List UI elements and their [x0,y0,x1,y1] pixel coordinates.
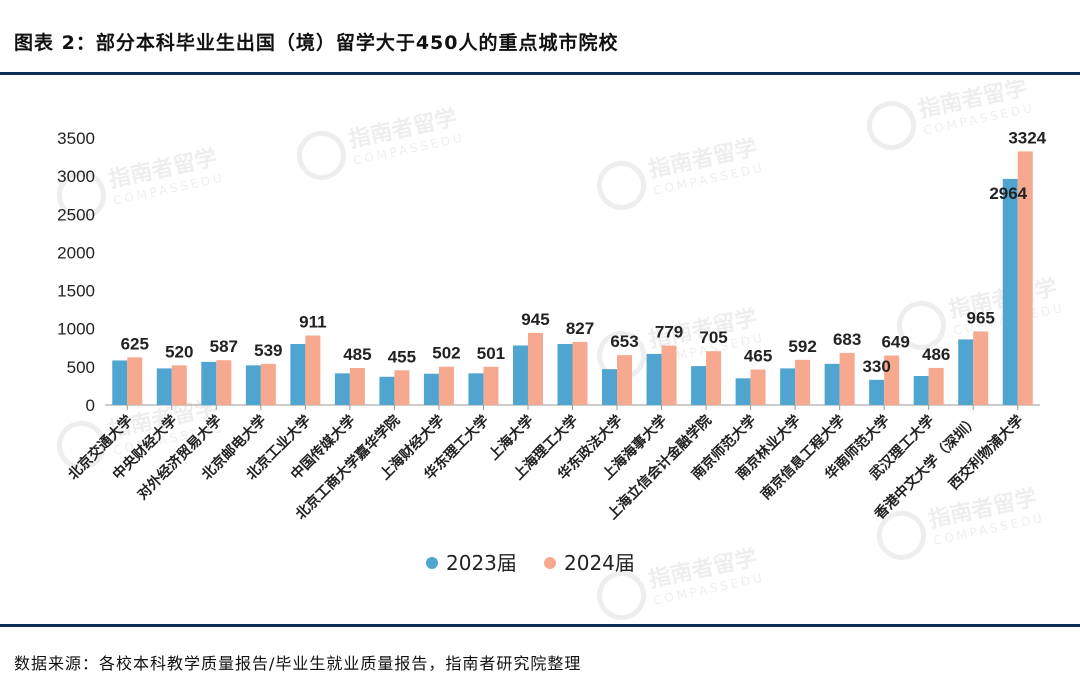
bar-2023 [334,373,350,405]
y-tick-label: 500 [67,358,95,377]
bar-2024 [527,332,543,405]
bar-2024 [617,355,633,405]
data-label: 485 [343,345,371,364]
data-label: 625 [121,334,149,353]
data-label: 592 [788,337,816,356]
x-category-label: 西交利物浦大学 [945,412,1026,493]
bar-2024 [706,351,722,405]
data-label: 779 [655,323,683,342]
source-note: 数据来源：各校本科教学质量报告/毕业生就业质量报告，指南者研究院整理 [14,654,582,673]
legend-marker [544,557,556,569]
bar-2024 [973,331,989,405]
y-tick-label: 0 [86,396,95,415]
bar-2023 [1002,178,1018,405]
bar-2023 [913,376,929,405]
y-tick-label: 2500 [57,205,95,224]
bar-2023 [557,343,573,405]
bar-2023 [512,345,528,405]
bar-2024 [394,370,410,405]
bar-2024 [483,366,499,405]
top-rule [0,72,1080,75]
bar-2024 [839,352,855,405]
bar-2023 [780,368,796,405]
bar-2023 [201,361,217,405]
x-category-label: 南京信息工程大学 [757,412,848,503]
watermark-logo-icon [867,100,917,150]
bar-2024 [260,363,276,405]
bar-2023 [869,379,885,405]
y-tick-label: 2000 [57,243,95,262]
bar-2024 [171,365,187,405]
bar-2023 [602,369,618,405]
bar-2024 [438,366,454,405]
legend-label: 2023届 [446,551,517,575]
bar-2024 [216,360,232,405]
data-label: 465 [744,347,772,366]
watermark-logo-icon [297,130,347,180]
page-title: 图表 2：部分本科毕业生出国（境）留学大于450人的重点城市院校 [14,32,619,54]
bar-2024 [795,359,811,405]
bar-2024 [127,357,143,405]
data-label: 911 [299,313,326,332]
data-label: 827 [566,319,594,338]
data-label: 486 [922,345,950,364]
data-label: 455 [388,347,416,366]
data-label: 653 [610,332,638,351]
watermark-logo-icon [897,300,947,350]
bar-2024 [349,368,365,405]
bar-2024 [928,367,944,405]
data-label: 539 [254,341,282,360]
watermark-logo-icon [597,160,647,210]
data-label: 649 [881,332,909,351]
bar-2023 [735,378,751,405]
y-tick-label: 3000 [57,167,95,186]
legend-marker [426,557,438,569]
data-label: 965 [967,308,995,327]
data-label: 501 [477,344,505,363]
bar-2024 [1017,151,1033,405]
bar-2023 [468,373,484,405]
legend-label: 2024届 [564,551,635,575]
bar-2024 [661,345,677,405]
bar-2023 [156,368,172,405]
data-label: 520 [165,342,193,361]
watermark-logo-icon [57,170,107,220]
data-label: 945 [521,310,549,329]
bar-2024 [750,369,766,405]
bar-2024 [572,341,588,405]
y-tick-label: 1000 [57,320,95,339]
bottom-rule [0,624,1080,627]
watermark-logo-icon [877,510,927,560]
data-label: 330 [862,357,890,376]
bar-2023 [691,366,707,405]
watermark-logo-icon [57,420,107,470]
bar-2024 [305,335,321,405]
y-tick-label: 3500 [57,129,95,148]
data-label: 2964 [989,184,1027,203]
bar-2024 [884,355,900,405]
bar-2023 [423,373,439,405]
bar-2023 [245,365,261,405]
data-label: 587 [210,337,238,356]
data-label: 705 [699,328,727,347]
data-label: 683 [833,330,861,349]
y-tick-label: 1500 [57,282,95,301]
data-label: 502 [432,344,460,363]
bar-2023 [958,339,974,405]
bar-2023 [290,343,306,405]
watermark-logo-icon [597,570,647,620]
bar-2023 [379,376,395,405]
bar-2023 [824,363,840,405]
bar-2023 [646,353,662,405]
bar-2023 [112,360,128,405]
data-label: 3324 [1008,128,1046,147]
